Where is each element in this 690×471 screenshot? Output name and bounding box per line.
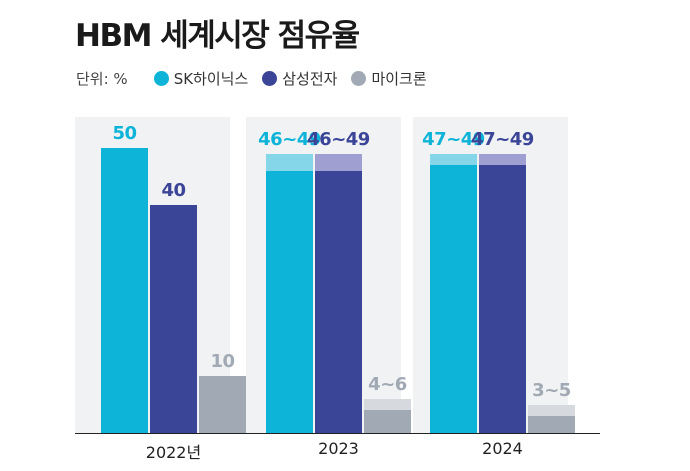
bar-sk-hynix xyxy=(430,165,477,433)
legend-swatch-samsung xyxy=(262,71,278,86)
bar-micron xyxy=(199,376,246,433)
chart-title: HBM 세계시장 점유율 xyxy=(75,18,360,54)
value-label-micron: 10 xyxy=(210,351,235,372)
legend-label-samsung: 삼성전자 xyxy=(282,70,338,88)
legend-label-sk-hynix: SK하이닉스 xyxy=(173,70,249,88)
unit-label: 단위: % xyxy=(76,70,128,88)
value-label-micron: 4~6 xyxy=(368,373,407,395)
bar-sk-hynix xyxy=(266,170,313,433)
bar-range-micron xyxy=(528,404,575,416)
bar-micron xyxy=(528,415,575,433)
bar-samsung xyxy=(479,165,526,433)
value-label-sk-hynix: 47~49 xyxy=(422,128,485,150)
bar-samsung xyxy=(315,170,362,433)
legend-item-samsung: 삼성전자 xyxy=(262,68,337,89)
x-axis-line xyxy=(75,433,600,434)
x-tick-label: 2024 xyxy=(482,439,523,458)
bar-range-samsung xyxy=(479,153,526,166)
bar-range-sk-hynix xyxy=(266,153,313,171)
legend-item-sk-hynix: SK하이닉스 xyxy=(153,68,249,89)
bar-sk-hynix xyxy=(101,148,148,433)
x-tick-label: 2023 xyxy=(318,439,359,458)
value-label-samsung: 46~49 xyxy=(307,128,370,150)
value-label-samsung: 47~49 xyxy=(471,128,534,150)
bar-samsung xyxy=(150,205,197,433)
x-tick-label: 2022년 xyxy=(145,443,202,462)
bar-range-micron xyxy=(364,398,411,411)
value-label-samsung: 40 xyxy=(161,180,186,201)
value-label-sk-hynix: 50 xyxy=(112,123,137,144)
legend-swatch-sk-hynix xyxy=(153,71,169,86)
legend-swatch-micron xyxy=(351,71,367,86)
legend-item-micron: 마이크론 xyxy=(351,68,427,89)
value-label-micron: 3~5 xyxy=(532,379,571,401)
bar-micron xyxy=(364,410,411,433)
bar-range-samsung xyxy=(315,153,362,171)
legend-label-micron: 마이크론 xyxy=(371,70,427,88)
legend: 단위: % SK하이닉스 삼성전자 마이크론 xyxy=(76,68,441,89)
bar-range-sk-hynix xyxy=(430,153,477,166)
value-label-sk-hynix: 46~49 xyxy=(258,128,321,150)
